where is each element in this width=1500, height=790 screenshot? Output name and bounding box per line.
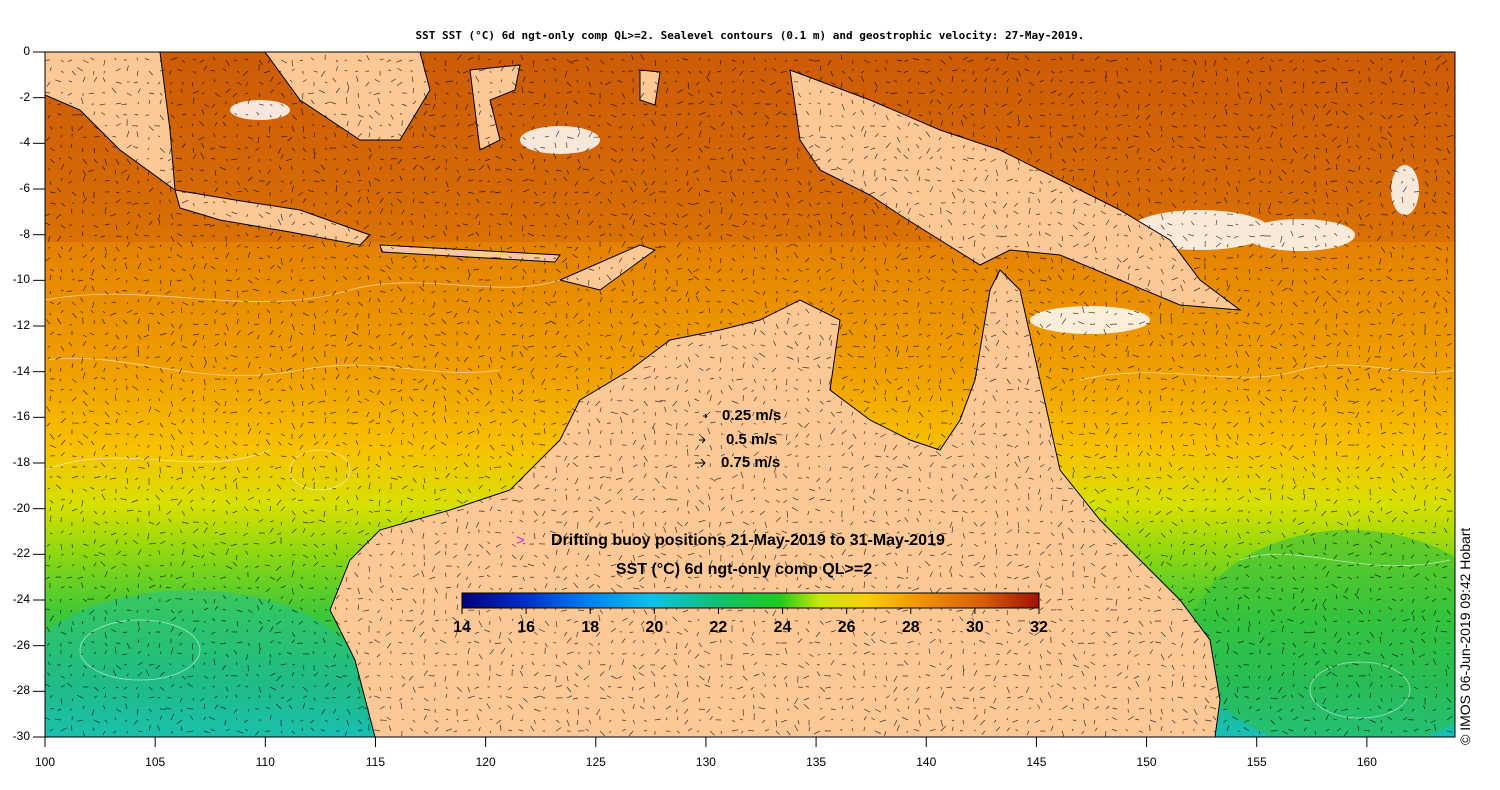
y-tick-label: -26 [12,637,30,652]
velocity-vector-field [45,53,1453,737]
x-tick-label: 145 [1026,755,1047,769]
land [45,52,1242,737]
x-tick-label: 140 [916,755,937,769]
colorbar-tick-label: 32 [1030,619,1048,636]
velocity-vectors [45,53,1453,737]
y-tick-label: -2 [19,89,30,104]
sumatra [45,52,176,192]
y-tick-label: -6 [19,181,30,195]
colorbar-tick-label: 14 [453,619,471,636]
x-tick-label: 160 [1356,755,1377,769]
colorbar-tick-label: 22 [709,619,728,636]
colorbar-tick-label: 30 [965,619,984,636]
y-tick-label: -18 [12,455,30,469]
velocity-legend-label-3: 0.75 m/s [721,454,781,471]
colorbar [461,592,1040,609]
java [174,189,371,246]
x-tick-label: 155 [1246,755,1267,769]
map-title: SST SST (°C) 6d ngt-only comp QL>=2. Sea… [415,29,1085,42]
buoy-legend-label: Drifting buoy positions 21-May-2019 to 3… [551,532,945,549]
colorbar-ticks [461,608,1040,614]
cloud-gaps [230,100,1419,334]
x-tick-label: 125 [585,755,606,769]
x-tick-label: 115 [365,755,386,769]
sealevel-contours [45,279,1455,719]
colorbar-tick-label: 24 [773,619,792,636]
y-tick-label: -30 [12,729,30,743]
legend-arrow-small [703,413,708,419]
plot-frame [44,51,1456,738]
colorbar-title: SST (°C) 6d ngt-only comp QL>=2 [0,561,1500,579]
x-tick-label: 135 [806,755,827,769]
colorbar-tick-label: 16 [517,619,535,636]
x-tick-label: 110 [255,755,275,769]
y-tick-label: -4 [19,135,30,150]
y-tick-label: -12 [12,318,30,332]
y-tick-label: -24 [12,592,30,606]
y-tick-label: -28 [12,683,30,698]
y-tick-label: 0 [23,44,30,58]
colorbar-tick-label: 20 [645,619,664,636]
x-tick-label: 150 [1136,755,1157,769]
colorbar-tick-label: 28 [901,619,920,636]
imos-credit: © IMOS 06-Jun-2019 09:42 Hobart [1457,527,1473,745]
y-tick-label: -22 [12,546,30,561]
colorbar-tick-label: 26 [837,619,856,636]
new-guinea [789,69,1242,311]
x-tick-label: 120 [475,755,496,769]
x-tick-label: 100 [34,755,56,769]
velocity-legend-arrows [695,413,708,468]
y-axis [33,51,45,738]
y-tick-label: -10 [12,272,30,287]
legend-arrow-medium [699,436,706,444]
y-tick-label: -20 [12,500,30,515]
colorbar-tick-label: 18 [581,619,600,636]
x-tick-label: 105 [145,755,166,769]
x-axis [44,737,1368,747]
x-tick-label: 130 [695,755,716,769]
legend-arrow-large [695,458,706,468]
borneo [264,52,431,141]
y-tick-label: -16 [12,409,30,424]
velocity-legend-label-1: 0.25 m/s [722,407,782,424]
buoy-symbol-icon: > [516,532,525,549]
y-tick-label: -8 [19,226,30,241]
y-tick-label: -14 [12,363,30,378]
velocity-legend-label-2: 0.5 m/s [726,431,777,448]
colorbar-title-text: SST (°C) 6d ngt-only comp QL>=2 [615,561,873,578]
